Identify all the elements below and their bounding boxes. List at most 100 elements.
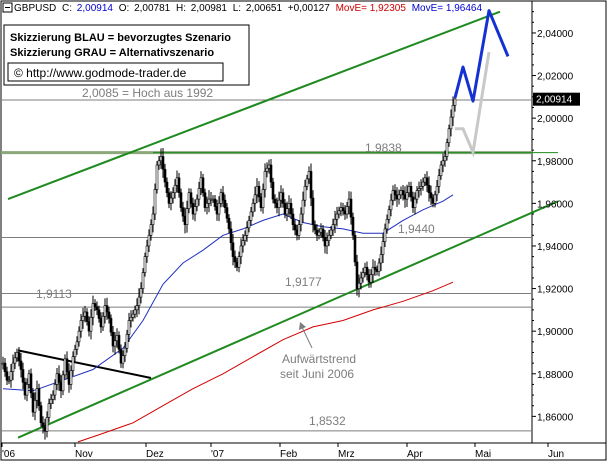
- price-body: [51, 394, 55, 400]
- price-body: [341, 207, 345, 212]
- price-body: [231, 242, 235, 257]
- moving-average-slow: [77, 281, 454, 443]
- price-body: [447, 128, 451, 143]
- price-body: [105, 305, 109, 313]
- price-body: [41, 422, 45, 428]
- price-body: [397, 194, 401, 200]
- price-body: [207, 198, 211, 204]
- price-body: [135, 305, 139, 311]
- price-body: [47, 403, 51, 418]
- price-body: [253, 194, 257, 204]
- x-tick-label: Jun: [548, 449, 564, 460]
- price-body: [261, 189, 265, 208]
- legend-line-grey: Skizzierung GRAU = Alternativszenario: [10, 47, 214, 59]
- price-series: [1, 92, 457, 440]
- price-body: [249, 211, 253, 221]
- price-body: [391, 190, 395, 201]
- price-body: [161, 156, 165, 170]
- price-body: [223, 199, 227, 208]
- price-body: [305, 178, 309, 187]
- price-body: [269, 164, 273, 183]
- price-body: [289, 203, 293, 215]
- price-body: [199, 177, 203, 189]
- price-body: [377, 262, 381, 272]
- price-body: [81, 315, 85, 321]
- price-body: [113, 340, 117, 347]
- y-tick-label: 1,88000: [537, 370, 574, 381]
- moving-average-fast: [2, 194, 454, 392]
- price-body: [151, 213, 155, 225]
- header-open-label: O:: [119, 3, 130, 14]
- price-body: [165, 181, 169, 194]
- price-body: [245, 227, 249, 236]
- price-body: [119, 348, 123, 364]
- price-body: [189, 192, 193, 204]
- price-body: [143, 256, 147, 273]
- price-body: [71, 356, 75, 371]
- price-body: [263, 171, 267, 190]
- price-body: [111, 331, 115, 347]
- price-body: [39, 405, 43, 424]
- copyright-box: [7, 62, 224, 82]
- price-body: [421, 181, 425, 187]
- price-body: [445, 142, 449, 157]
- label-19838: 1,9838: [365, 141, 402, 155]
- price-body: [427, 184, 431, 194]
- header-readout: GBPUSD C: 2,00914 O: 2,00781 H: 2,00981 …: [14, 3, 482, 14]
- price-body: [373, 266, 377, 270]
- price-body: [49, 399, 53, 404]
- price-body: [313, 224, 317, 231]
- header-close-label: C:: [62, 3, 72, 14]
- price-body: [425, 177, 429, 186]
- price-body: [33, 400, 37, 413]
- price-body: [317, 231, 321, 236]
- price-body: [429, 192, 433, 199]
- header-close: 2,00914: [77, 3, 114, 14]
- price-body: [173, 184, 177, 194]
- price-body: [437, 175, 441, 187]
- x-tick-label: '06: [2, 449, 15, 460]
- price-body: [75, 341, 79, 350]
- price-body: [83, 311, 87, 317]
- price-body: [53, 384, 57, 396]
- header-expand-icon[interactable]: [2, 2, 13, 13]
- price-body: [443, 156, 447, 162]
- price-body: [147, 235, 151, 247]
- grey-scenario-path: [455, 51, 491, 158]
- price-body: [271, 181, 275, 200]
- price-body: [187, 192, 191, 209]
- price-body: [353, 235, 357, 263]
- price-body: [387, 209, 391, 220]
- price-body: [235, 261, 239, 268]
- price-body: [229, 228, 233, 244]
- channel-lower-line: [17, 200, 559, 439]
- y-tick-label: 1,86000: [537, 412, 574, 423]
- price-body: [25, 384, 29, 396]
- price-body: [109, 318, 113, 333]
- x-tick-label: Nov: [75, 449, 93, 460]
- trend-annotation-line2: seit Juni 2006: [280, 367, 354, 381]
- price-body: [139, 288, 143, 298]
- price-body: [137, 296, 141, 306]
- price-body: [117, 335, 121, 350]
- price-body: [129, 317, 133, 321]
- price-body: [149, 224, 153, 236]
- price-body: [37, 388, 41, 407]
- price-body: [433, 194, 437, 204]
- price-body: [95, 306, 99, 311]
- price-body: [93, 303, 97, 307]
- price-body: [179, 192, 183, 208]
- header-symbol: GBPUSD: [14, 3, 56, 14]
- price-body: [225, 207, 229, 219]
- price-body: [385, 219, 389, 230]
- trend-annotation-line1: Aufwärtstrend: [282, 352, 356, 366]
- price-body: [415, 190, 419, 200]
- price-body: [345, 206, 349, 215]
- price-body: [201, 177, 205, 194]
- copyright-text: © http://www.godmode-trader.de: [14, 66, 187, 80]
- price-body: [371, 266, 375, 276]
- price-body: [65, 358, 69, 372]
- scenario-sketches: [453, 9, 510, 158]
- price-body: [335, 213, 339, 220]
- y-tick-label: 1,90000: [537, 327, 574, 338]
